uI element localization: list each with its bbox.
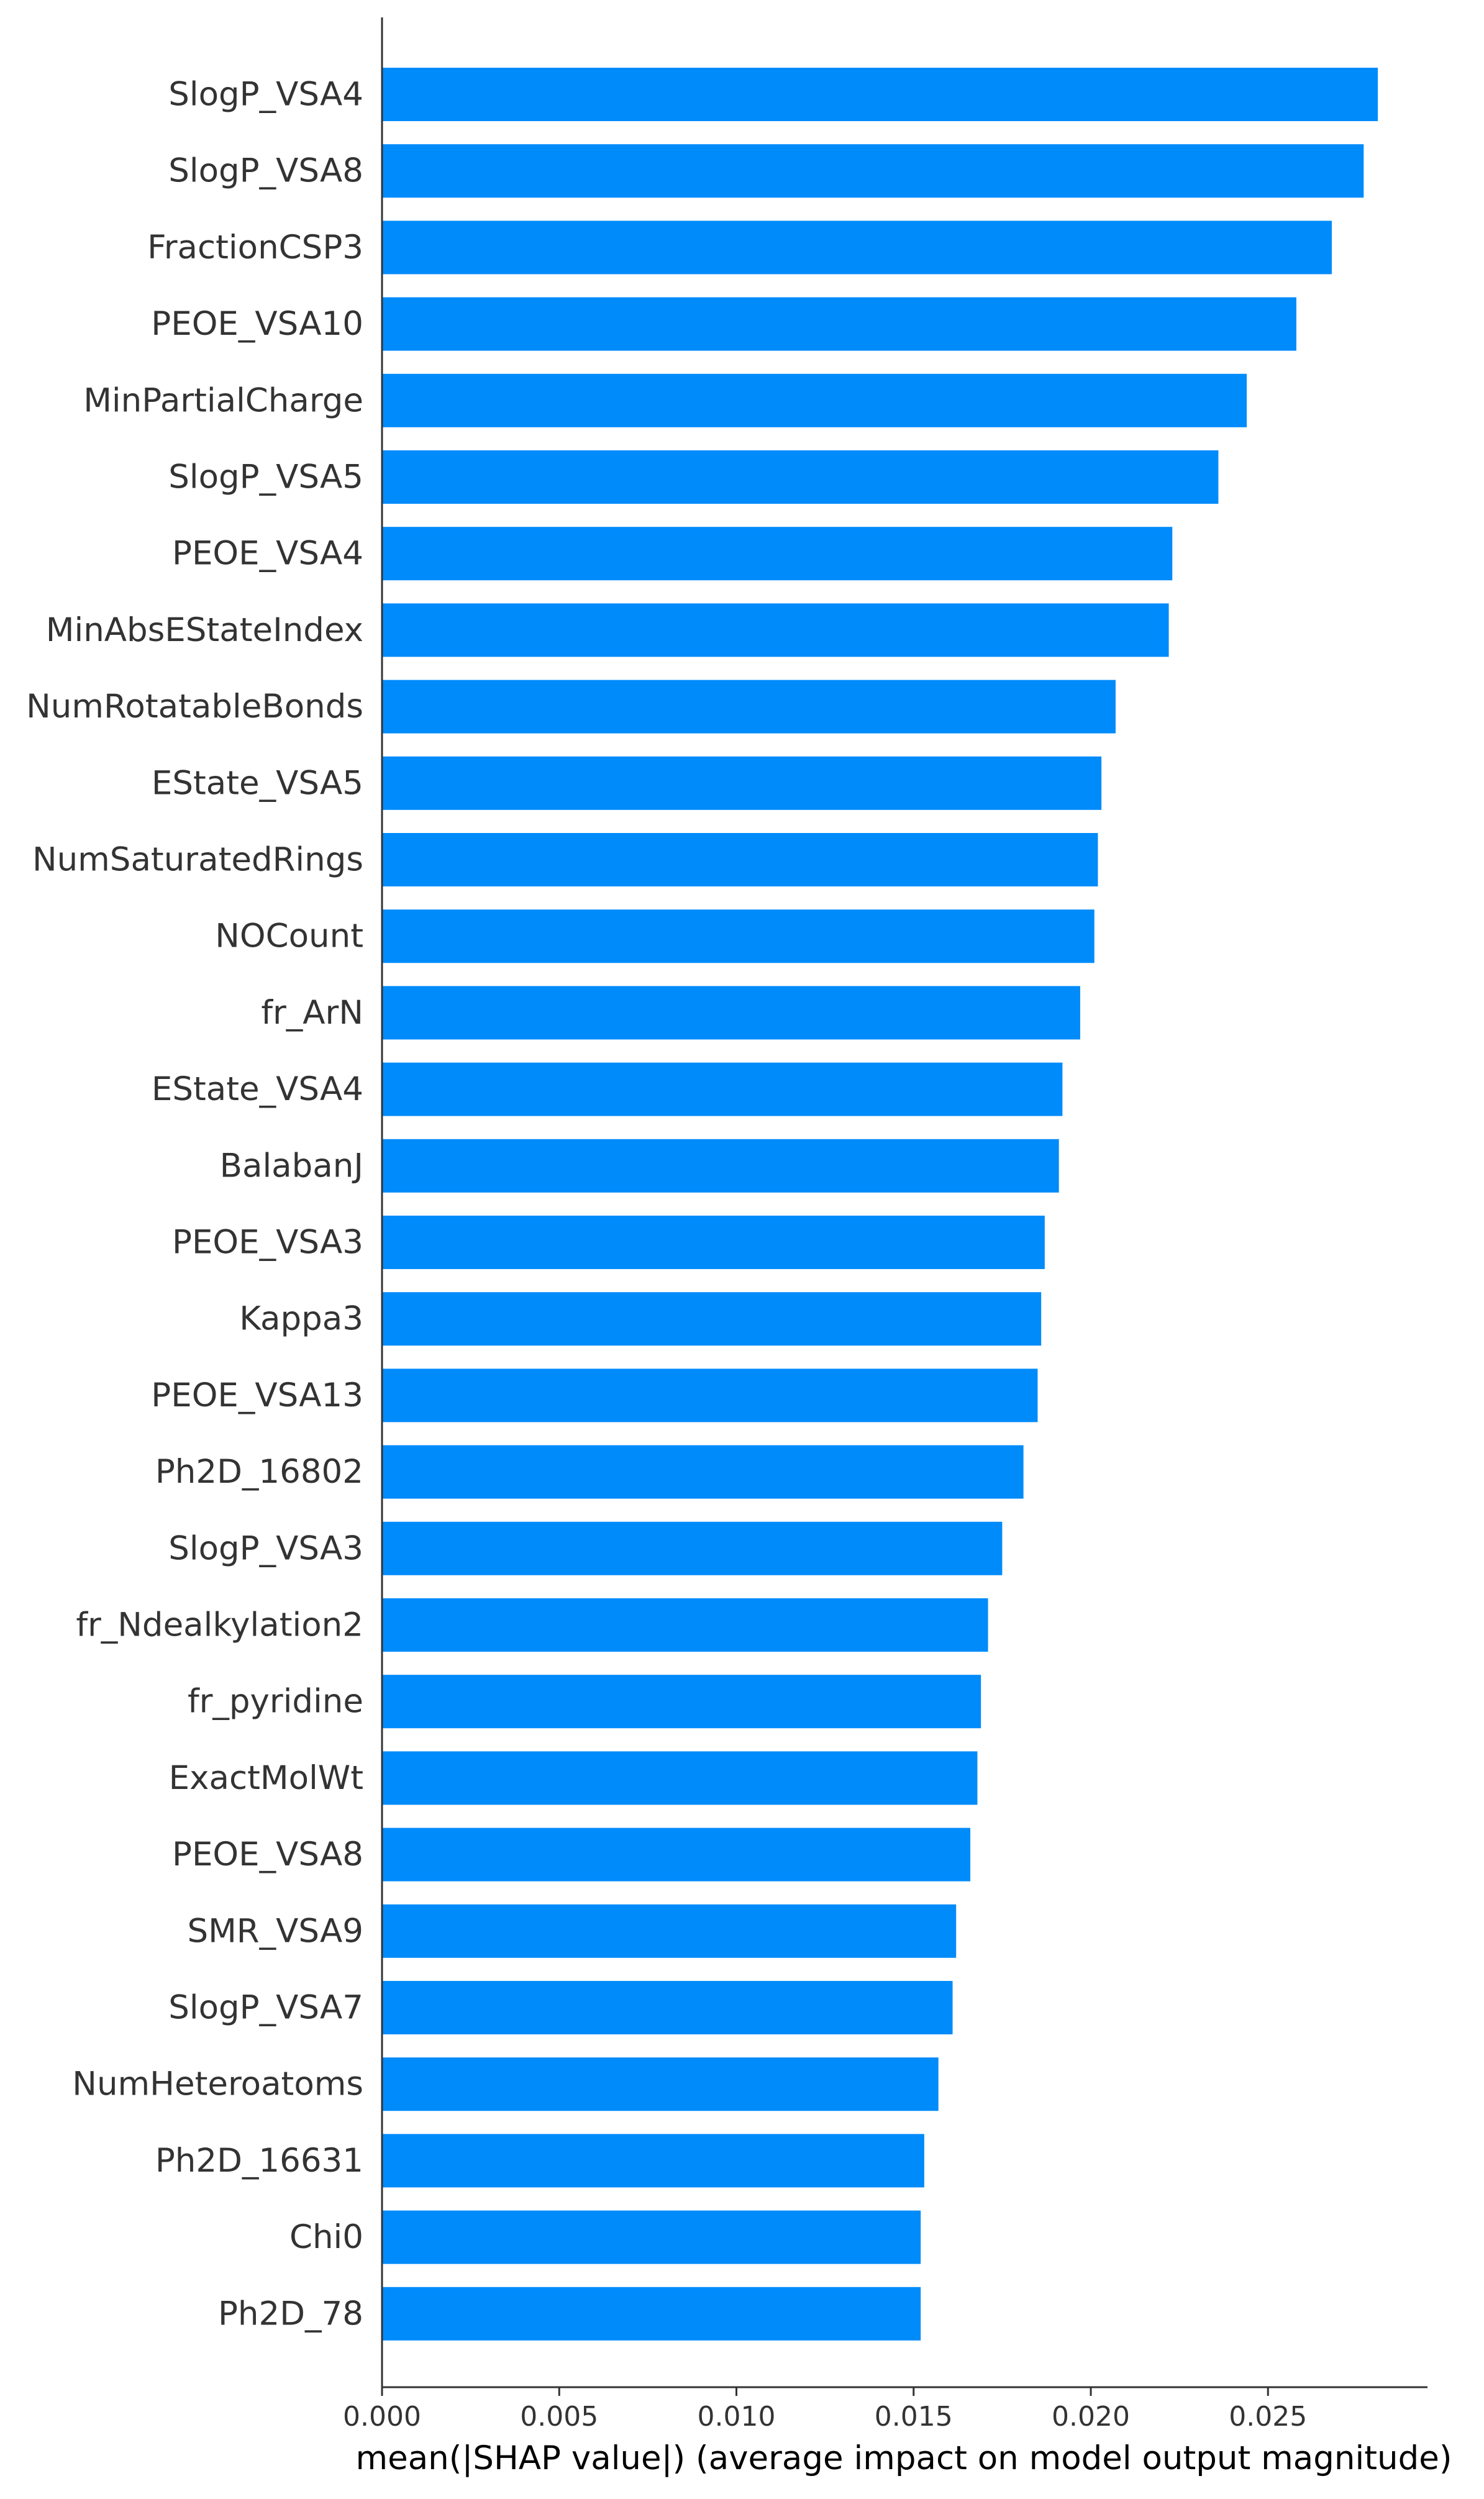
category-label: Ph2D_16802 — [155, 1453, 363, 1491]
category-label: SlogP_VSA8 — [168, 152, 363, 190]
bar-ph2d-16802 — [382, 1445, 1024, 1499]
bar-fr-ndealkylation2 — [382, 1598, 988, 1652]
category-label: PEOE_VSA4 — [172, 535, 363, 573]
category-label: Ph2D_16631 — [155, 2142, 363, 2180]
category-label: SlogP_VSA3 — [168, 1529, 363, 1567]
category-labels-group: SlogP_VSA4 SlogP_VSA8 FractionCSP3 PEOE_VSA… — [26, 76, 363, 2333]
bar-numrotatablebonds — [382, 680, 1116, 734]
category-label: fr_pyridine — [188, 1683, 363, 1721]
bar-kappa3 — [382, 1292, 1042, 1346]
bar-exactmolwt — [382, 1751, 978, 1805]
category-label: fr_Ndealkylation2 — [76, 1606, 363, 1644]
category-label: NumSaturatedRings — [32, 841, 363, 879]
bar-fr-pyridine — [382, 1675, 981, 1729]
category-label: FractionCSP3 — [147, 229, 363, 266]
category-label: MinAbsEStateIndex — [46, 611, 363, 649]
x-ticks-group: 0.000 0.005 0.010 0.015 0.020 0.025 — [343, 2387, 1307, 2433]
category-label: EState_VSA5 — [152, 764, 363, 802]
bar-balabanj — [382, 1139, 1059, 1193]
category-label: SlogP_VSA7 — [168, 1989, 363, 2027]
category-label: SMR_VSA9 — [187, 1912, 363, 1950]
category-label: Chi0 — [289, 2218, 363, 2256]
category-label: Ph2D_78 — [218, 2295, 363, 2333]
bar-fractioncsp3 — [382, 221, 1332, 275]
bar-minabsestateindex — [382, 603, 1169, 657]
x-tick-label: 0.025 — [1229, 2401, 1307, 2433]
bar-estate-vsa4 — [382, 1062, 1063, 1116]
x-tick-label: 0.005 — [520, 2401, 598, 2433]
x-tick-label: 0.020 — [1052, 2401, 1130, 2433]
x-tick-label: 0.010 — [698, 2401, 776, 2433]
bar-slogp-vsa3 — [382, 1521, 1003, 1575]
x-tick-label: 0.000 — [343, 2401, 421, 2433]
category-label: NumRotatableBonds — [26, 688, 363, 726]
bar-smr-vsa9 — [382, 1904, 957, 1958]
bar-peoe-vsa13 — [382, 1368, 1038, 1422]
bar-nocount — [382, 909, 1095, 963]
category-label: SlogP_VSA4 — [168, 76, 363, 114]
bar-slogp-vsa5 — [382, 450, 1219, 504]
bar-ph2d-16631 — [382, 2134, 924, 2188]
bar-fr-arn — [382, 986, 1080, 1040]
bar-slogp-vsa4 — [382, 68, 1378, 121]
bar-slogp-vsa7 — [382, 1981, 953, 2034]
category-label: ExactMolWt — [169, 1759, 363, 1797]
category-label: PEOE_VSA13 — [151, 1377, 363, 1414]
bar-ph2d-78 — [382, 2287, 921, 2341]
bar-peoe-vsa4 — [382, 527, 1173, 581]
bars-group — [382, 68, 1378, 2341]
category-label: fr_ArN — [261, 994, 363, 1032]
category-label: NumHeteroatoms — [72, 2065, 363, 2103]
category-label: BalabanJ — [220, 1147, 363, 1185]
category-label: EState_VSA4 — [152, 1070, 363, 1108]
category-label: SlogP_VSA5 — [168, 458, 363, 496]
bar-numheteroatoms — [382, 2057, 939, 2111]
category-label: NOCount — [215, 917, 363, 955]
bar-minpartialcharge — [382, 373, 1247, 427]
category-label: PEOE_VSA3 — [172, 1224, 363, 1262]
bar-peoe-vsa8 — [382, 1828, 971, 1882]
bar-peoe-vsa10 — [382, 297, 1296, 351]
x-tick-label: 0.015 — [875, 2401, 953, 2433]
bar-numsaturatedrings — [382, 833, 1098, 886]
category-label: PEOE_VSA10 — [151, 305, 363, 343]
bar-peoe-vsa3 — [382, 1216, 1045, 1269]
bar-chi0 — [382, 2210, 921, 2264]
category-label: PEOE_VSA8 — [172, 1836, 363, 1873]
category-label: Kappa3 — [239, 1300, 363, 1338]
category-label: MinPartialCharge — [83, 381, 363, 419]
bar-slogp-vsa8 — [382, 144, 1364, 198]
bar-estate-vsa5 — [382, 756, 1102, 810]
x-axis-title: mean(|SHAP value|) (average impact on mo… — [355, 2439, 1452, 2477]
